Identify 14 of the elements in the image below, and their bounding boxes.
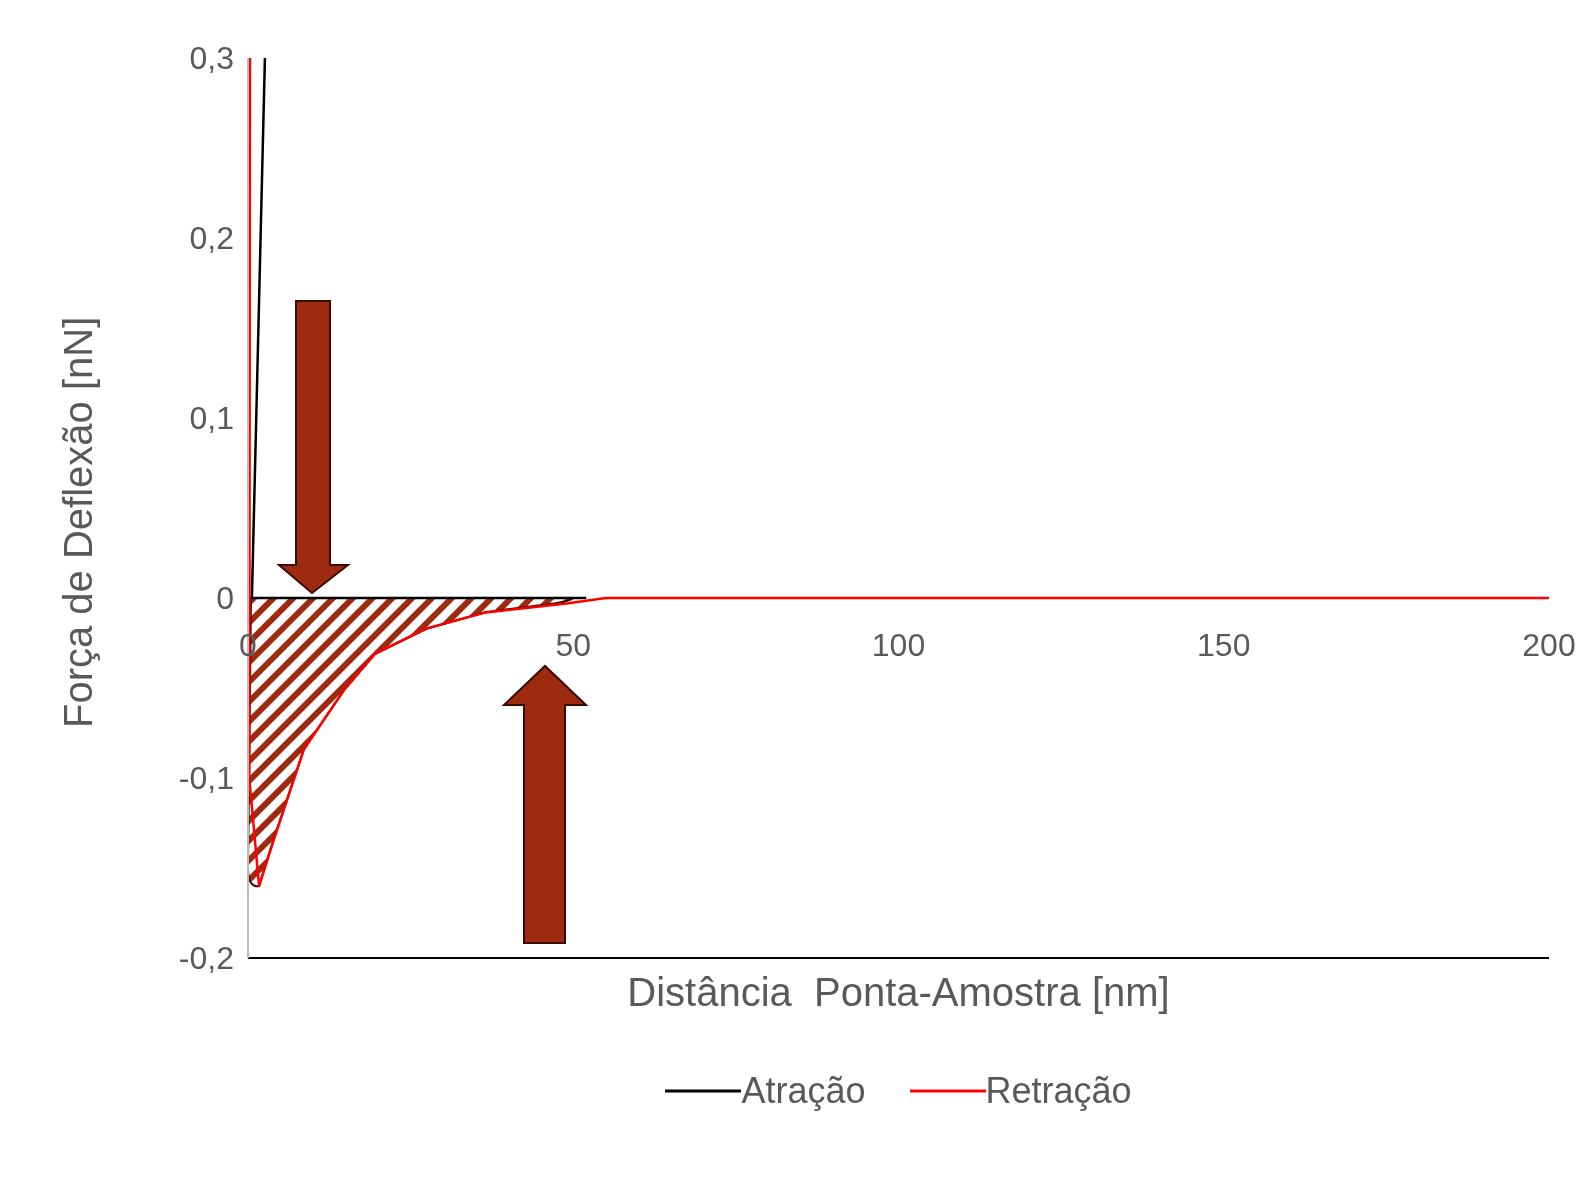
- y-tick-label: 0,1: [189, 400, 234, 437]
- y-tick-label: 0,2: [189, 220, 234, 257]
- y-tick-label: 0,3: [189, 40, 234, 77]
- x-axis-title: Distância Ponta-Amostra [nm]: [626, 970, 1171, 1015]
- y-axis-title: Força de Deflexão [nN]: [56, 316, 101, 728]
- y-tick-label: -0,2: [178, 940, 234, 977]
- legend-label: Retração: [985, 1070, 1132, 1112]
- x-tick-label: 50: [555, 627, 592, 663]
- x-tick-label: 100: [871, 627, 926, 663]
- y-tick-label: 0: [216, 580, 234, 617]
- legend-label: Atração: [741, 1070, 866, 1112]
- x-tick-label: 150: [1197, 627, 1251, 663]
- x-tick-label: 200: [1522, 627, 1576, 663]
- y-tick-label: -0,1: [178, 760, 234, 797]
